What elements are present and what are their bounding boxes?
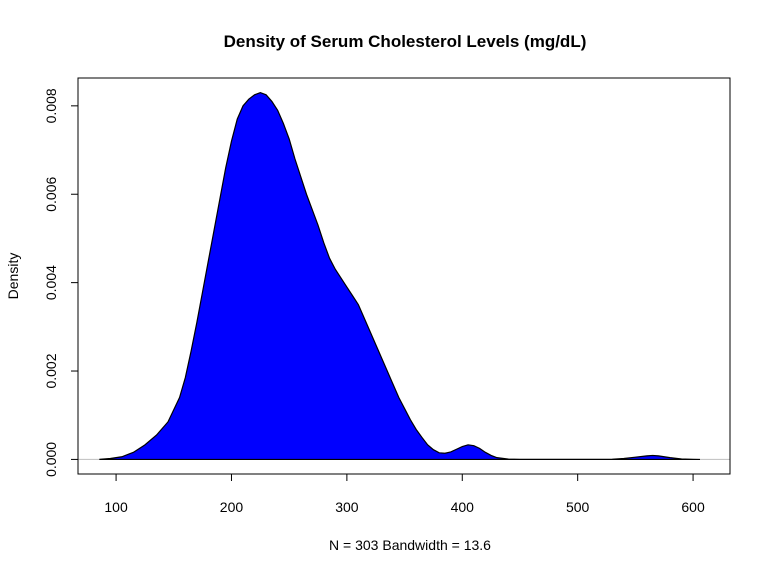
y-tick-label: 0.000 bbox=[43, 442, 59, 477]
x-axis-label: N = 303 Bandwidth = 13.6 bbox=[329, 537, 491, 553]
x-tick-label: 600 bbox=[681, 499, 705, 515]
x-tick-label: 200 bbox=[220, 499, 244, 515]
chart-title: Density of Serum Cholesterol Levels (mg/… bbox=[224, 32, 587, 51]
y-tick-label: 0.006 bbox=[43, 177, 59, 212]
y-tick-label: 0.002 bbox=[43, 353, 59, 388]
y-tick-label: 0.004 bbox=[43, 265, 59, 300]
x-tick-label: 100 bbox=[104, 499, 128, 515]
x-tick-label: 300 bbox=[335, 499, 359, 515]
density-area bbox=[99, 91, 701, 461]
x-tick-label: 400 bbox=[451, 499, 475, 515]
x-axis: 100 200 300 400 500 600 bbox=[104, 473, 705, 515]
y-axis: 0.000 0.002 0.004 0.006 0.008 bbox=[43, 88, 79, 477]
x-tick-label: 500 bbox=[566, 499, 590, 515]
y-axis-label: Density bbox=[5, 253, 21, 300]
y-tick-label: 0.008 bbox=[43, 88, 59, 123]
